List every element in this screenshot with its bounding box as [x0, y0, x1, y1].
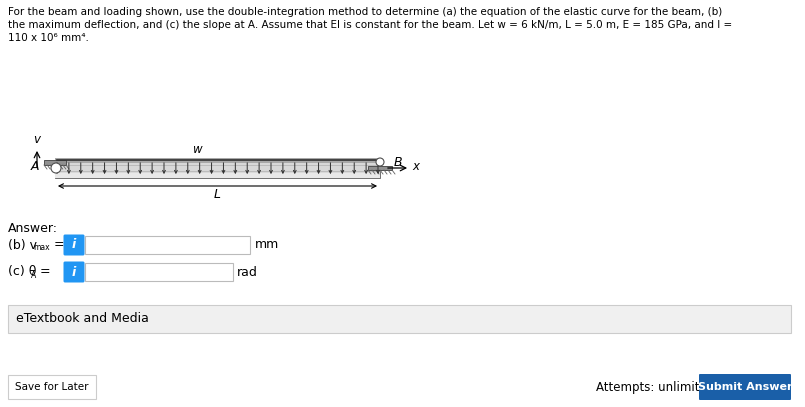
- Bar: [8, 375, 96, 399]
- Text: the maximum deflection, and (c) the slope at A. Assume that EI is constant for t: the maximum deflection, and (c) the slop…: [8, 20, 733, 30]
- Text: w: w: [192, 143, 202, 156]
- Text: mm: mm: [255, 239, 279, 252]
- Bar: [368, 166, 392, 170]
- Text: (b) v: (b) v: [8, 239, 37, 252]
- Text: Save for Later: Save for Later: [15, 382, 89, 392]
- Bar: [55, 158, 380, 163]
- Text: Attempts: unlimited: Attempts: unlimited: [596, 381, 714, 394]
- FancyBboxPatch shape: [64, 262, 85, 282]
- Bar: [55, 163, 380, 173]
- Text: 110 x 10⁶ mm⁴.: 110 x 10⁶ mm⁴.: [8, 33, 89, 43]
- Bar: [55, 173, 380, 178]
- Text: x: x: [412, 160, 419, 173]
- Text: A: A: [31, 160, 39, 173]
- Text: B: B: [394, 155, 402, 168]
- Bar: [85, 236, 250, 254]
- Text: =: =: [54, 239, 64, 252]
- Circle shape: [376, 158, 384, 166]
- Text: rad: rad: [237, 265, 258, 278]
- Bar: [55, 158, 380, 178]
- Text: Answer:: Answer:: [8, 222, 58, 235]
- Text: A: A: [31, 271, 36, 280]
- Text: eTextbook and Media: eTextbook and Media: [16, 313, 149, 326]
- Bar: [44, 160, 66, 165]
- Text: max: max: [33, 243, 50, 252]
- Text: L: L: [214, 188, 221, 201]
- Text: (c) θ: (c) θ: [8, 265, 36, 278]
- FancyBboxPatch shape: [699, 374, 791, 400]
- Text: v: v: [34, 133, 40, 146]
- Text: Submit Answer: Submit Answer: [698, 382, 792, 392]
- Text: i: i: [72, 265, 76, 278]
- FancyBboxPatch shape: [64, 234, 85, 256]
- Text: For the beam and loading shown, use the double-integration method to determine (: For the beam and loading shown, use the …: [8, 7, 722, 17]
- Circle shape: [51, 163, 61, 173]
- Text: i: i: [72, 239, 76, 252]
- Bar: [85, 263, 233, 281]
- Text: =: =: [40, 265, 51, 278]
- Bar: [8, 305, 791, 333]
